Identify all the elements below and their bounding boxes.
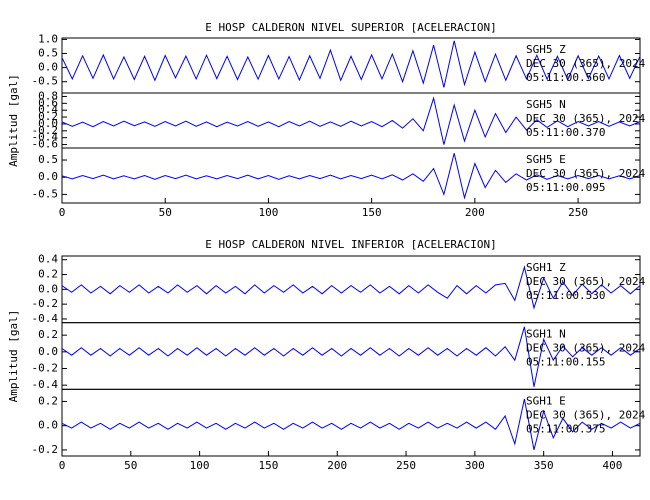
x-tick-label: 0 xyxy=(59,206,66,219)
y-axis-label: Amplitud [gal] xyxy=(7,310,20,403)
y-tick-label: 0.4 xyxy=(38,103,58,116)
trace-annotation: SGH1 Z xyxy=(526,261,566,274)
y-tick-label: 1.0 xyxy=(38,32,58,45)
x-tick-label: 100 xyxy=(190,459,210,472)
y-tick-label: -0.4 xyxy=(32,378,59,391)
y-tick-label: 0.2 xyxy=(38,394,58,407)
trace-annotation: DEC 30 (365), 2024 xyxy=(526,167,646,180)
trace-annotation: SGH5 Z xyxy=(526,43,566,56)
trace-annotation: 05:11:00.155 xyxy=(526,356,605,369)
x-tick-label: 250 xyxy=(396,459,416,472)
waveform xyxy=(61,265,641,310)
x-tick-label: 50 xyxy=(124,459,137,472)
y-tick-label: 0.5 xyxy=(38,47,58,60)
y-tick-label: -0.5 xyxy=(32,75,59,88)
x-tick-label: 200 xyxy=(465,206,485,219)
y-tick-label: 0.0 xyxy=(38,117,58,130)
x-tick-label: 400 xyxy=(603,459,623,472)
x-tick-label: 250 xyxy=(568,206,588,219)
x-tick-label: 0 xyxy=(59,459,66,472)
chart-title: E HOSP CALDERON NIVEL INFERIOR [ACELERAC… xyxy=(205,238,496,251)
y-axis-label: Amplitud [gal] xyxy=(7,74,20,167)
trace-annotation: DEC 30 (365), 2024 xyxy=(526,342,646,355)
y-tick-label: 0.0 xyxy=(38,61,58,74)
y-tick-label: -0.2 xyxy=(32,362,59,375)
y-tick-label: -0.2 xyxy=(32,443,59,456)
y-tick-label: 0.2 xyxy=(38,110,58,123)
y-tick-label: -0.6 xyxy=(32,138,59,151)
y-tick-label: 0.2 xyxy=(38,328,58,341)
y-tick-label: -0.2 xyxy=(32,297,59,310)
waveform xyxy=(61,96,641,145)
trace-annotation: SGH5 N xyxy=(526,98,566,111)
y-tick-label: -0.4 xyxy=(32,312,59,325)
x-tick-label: 100 xyxy=(258,206,278,219)
x-tick-label: 350 xyxy=(534,459,554,472)
y-tick-label: 0.5 xyxy=(38,153,58,166)
trace-annotation: 05:11:00.375 xyxy=(526,422,605,435)
trace-annotation: DEC 30 (365), 2024 xyxy=(526,112,646,125)
trace-annotation: 05:11:00.095 xyxy=(526,181,605,194)
waveform xyxy=(61,40,641,88)
y-tick-label: 0.0 xyxy=(38,282,58,295)
waveform xyxy=(61,326,641,387)
y-tick-label: 0.6 xyxy=(38,96,58,109)
waveform xyxy=(61,398,641,451)
trace-annotation: 05:11:00.560 xyxy=(526,71,605,84)
y-tick-label: 0.0 xyxy=(38,345,58,358)
trace-annotation: SGH1 E xyxy=(526,394,566,407)
y-tick-label: 0.0 xyxy=(38,170,58,183)
trace-annotation: DEC 30 (365), 2024 xyxy=(526,57,646,70)
trace-annotation: SGH5 E xyxy=(526,153,566,166)
trace-annotation: 05:11:00.530 xyxy=(526,289,605,302)
y-tick-label: -0.5 xyxy=(32,187,59,200)
x-tick-label: 50 xyxy=(159,206,172,219)
waveform xyxy=(61,153,641,200)
y-tick-label: 0.0 xyxy=(38,419,58,432)
chart-title: E HOSP CALDERON NIVEL SUPERIOR [ACELERAC… xyxy=(205,21,496,34)
x-tick-label: 300 xyxy=(465,459,485,472)
y-tick-label: -0.4 xyxy=(32,131,59,144)
trace-annotation: DEC 30 (365), 2024 xyxy=(526,275,646,288)
panel-frame xyxy=(61,388,641,457)
y-tick-label: 0.8 xyxy=(38,89,58,102)
x-tick-label: 150 xyxy=(258,459,278,472)
trace-annotation: 05:11:00.370 xyxy=(526,126,605,139)
y-tick-label: -0.2 xyxy=(32,124,59,137)
x-tick-label: 150 xyxy=(362,206,382,219)
y-tick-label: 0.4 xyxy=(38,253,58,266)
x-tick-label: 200 xyxy=(327,459,347,472)
y-tick-label: 0.2 xyxy=(38,268,58,281)
trace-annotation: SGH1 N xyxy=(526,328,566,341)
trace-annotation: DEC 30 (365), 2024 xyxy=(526,408,646,421)
